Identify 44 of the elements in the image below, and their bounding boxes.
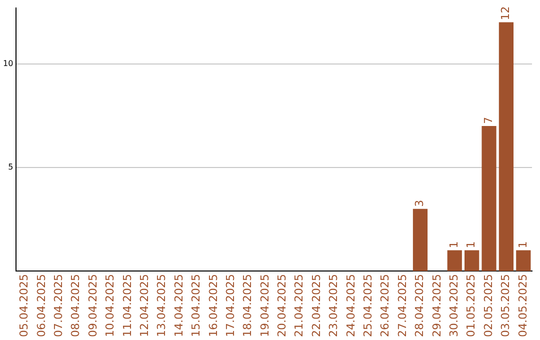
x-tick-label: 29.04.2025 (430, 274, 444, 338)
bar (482, 126, 496, 272)
data-label: 1 (464, 241, 478, 248)
x-tick-label: 19.04.2025 (258, 274, 272, 338)
bar (464, 250, 480, 272)
x-tick-label: 12.04.2025 (138, 274, 151, 338)
bar (498, 22, 514, 272)
x-tick-label: 26.04.2025 (378, 274, 392, 338)
x-tick-label: 22.04.2025 (310, 274, 323, 338)
x-tick-label: 04.05.2025 (516, 274, 530, 338)
x-tick-label: 05.04.2025 (18, 274, 31, 338)
x-tick-label: 24.04.2025 (344, 274, 358, 338)
x-tick-label: 14.04.2025 (172, 274, 186, 338)
x-tick-label: 07.04.2025 (52, 274, 66, 338)
x-tick-label: 30.04.2025 (447, 274, 460, 338)
x-tick-label: 17.04.2025 (224, 274, 237, 338)
data-label: 12 (499, 6, 512, 20)
data-label: 1 (447, 241, 460, 248)
x-tick-label: 09.04.2025 (86, 274, 100, 338)
x-tick-label: 25.04.2025 (362, 274, 375, 338)
x-tick-label: 11.04.2025 (120, 274, 134, 338)
x-tick-label: 13.04.2025 (155, 274, 168, 338)
data-label: 1 (516, 241, 530, 248)
y-tick-label: 10 (2, 58, 14, 68)
x-tick-label: 23.04.2025 (327, 274, 340, 338)
y-tick-label: 5 (8, 162, 14, 172)
bar (516, 250, 531, 272)
x-tick-label: 18.04.2025 (241, 274, 254, 338)
x-tick-label: 27.04.2025 (396, 274, 409, 338)
x-tick-label: 02.05.2025 (482, 274, 495, 338)
x-tick-label: 08.04.2025 (69, 274, 82, 338)
data-label: 3 (413, 200, 426, 207)
x-tick-label: 06.04.2025 (34, 274, 48, 338)
x-tick-label: 03.05.2025 (499, 274, 512, 338)
x-tick-label: 16.04.2025 (206, 274, 220, 338)
x-tick-label: 15.04.2025 (190, 274, 203, 338)
x-tick-label: 28.04.2025 (413, 274, 426, 338)
x-tick-label: 21.04.2025 (292, 274, 306, 338)
x-tick-label: 10.04.2025 (104, 274, 117, 338)
x-tick-label: 20.04.2025 (276, 274, 289, 338)
data-label: 7 (482, 116, 495, 124)
bar (412, 208, 428, 272)
x-tick-label: 01.05.2025 (464, 274, 478, 338)
bar (447, 250, 462, 272)
